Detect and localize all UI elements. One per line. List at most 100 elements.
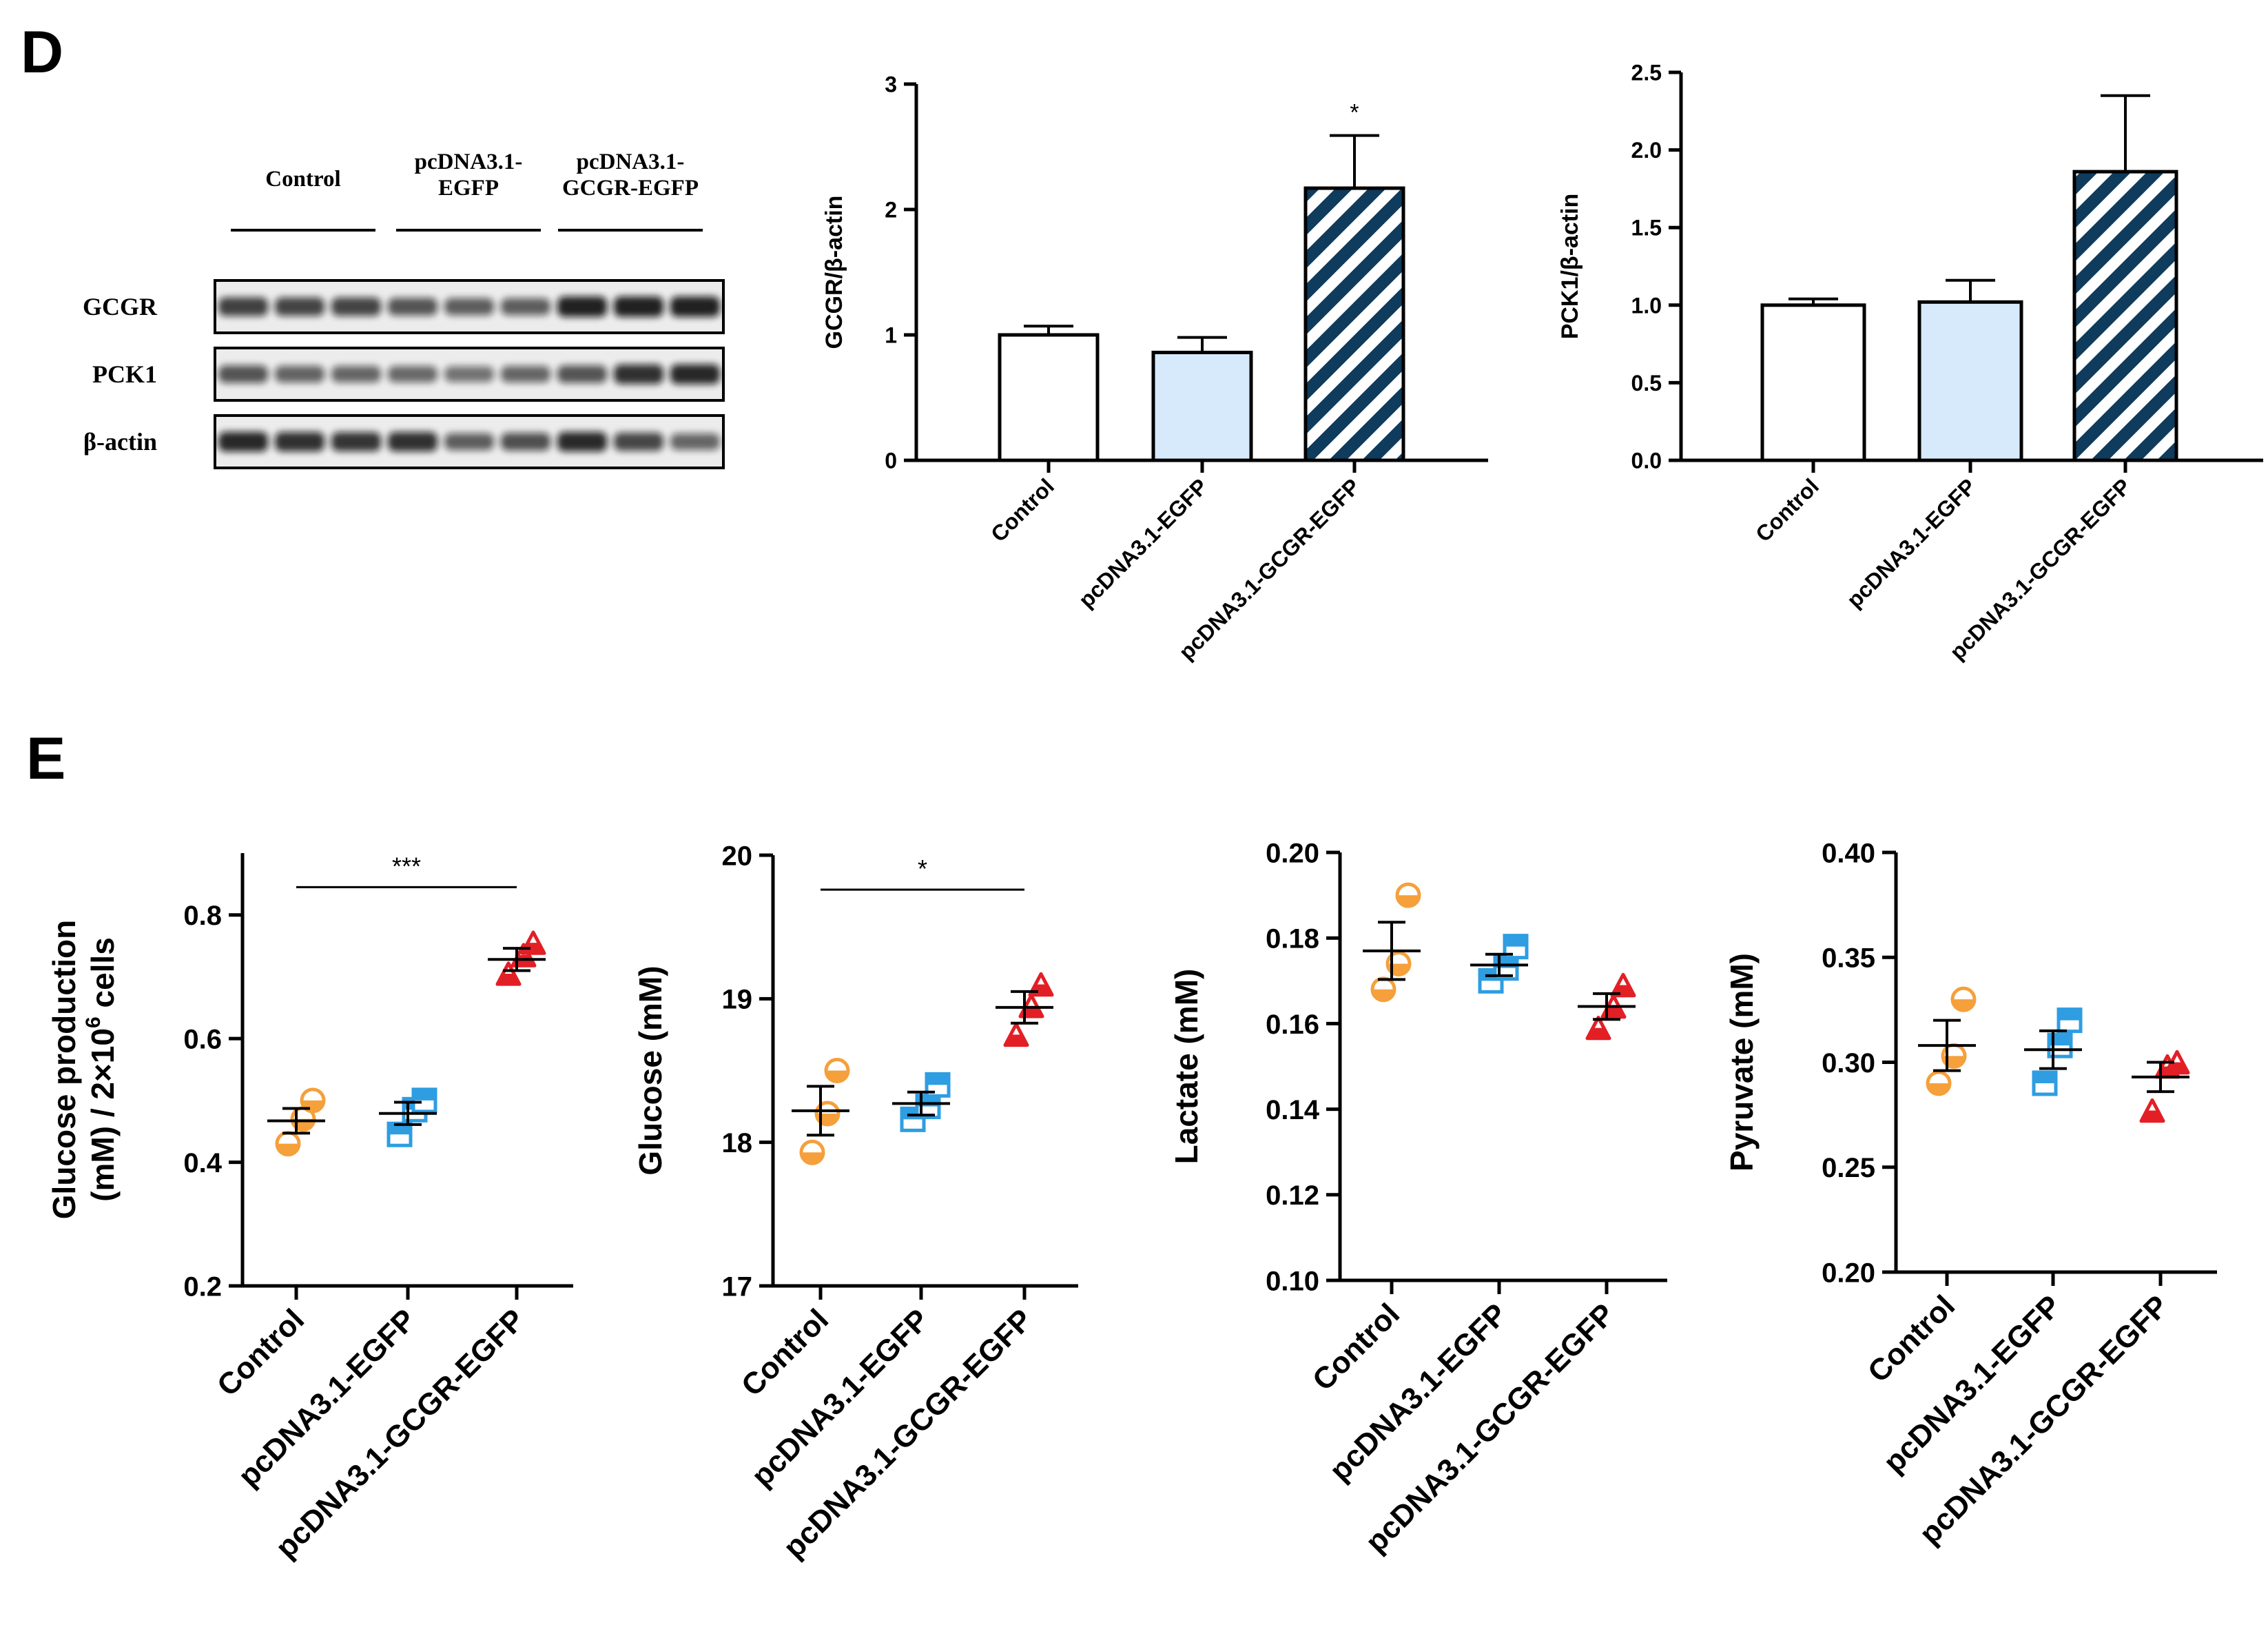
bar-0 xyxy=(998,333,1100,462)
point-triangle xyxy=(2139,1098,2165,1123)
y-tick-label: 2.5 xyxy=(1631,61,1662,85)
y-axis-label-line1: Glucose production xyxy=(46,920,82,1219)
wb-band xyxy=(387,366,438,382)
y-tick-label: 20 xyxy=(722,841,753,871)
point-square xyxy=(925,1072,951,1098)
y-axis-label: GCGR/β-actin xyxy=(821,196,847,349)
point-triangle xyxy=(1585,1015,1611,1041)
wb-group-label-0: Control xyxy=(265,167,340,192)
y-tick-label: 0.8 xyxy=(183,901,222,931)
scatter-chart-lactate: 0.10 0.12 0.14 0.16 0.18 0.20 ControlpcDNA3.1-… xyxy=(1168,838,1667,1559)
wb-band xyxy=(218,431,269,452)
wb-row-label-0: GCGR xyxy=(83,293,158,320)
wb-band xyxy=(613,296,664,317)
point-circle xyxy=(300,1087,326,1114)
point-square xyxy=(2032,1070,2058,1096)
y-tick-label: 0.2 xyxy=(183,1271,222,1302)
wb-row-label-1: PCK1 xyxy=(92,360,157,388)
y-tick-label: 0.35 xyxy=(1822,943,1875,974)
significance-marker: *** xyxy=(392,852,421,880)
scatter-chart-glucose: 17181920ControlpcDNA3.1-EGFPpcDNA3.1-GCG… xyxy=(632,841,1078,1565)
wb-group-label-1: pcDNA3.1- xyxy=(415,150,523,174)
wb-band xyxy=(613,364,664,385)
western-blot: ControlpcDNA3.1-EGFPpcDNA3.1-GCGR-EGFPGC… xyxy=(83,150,725,469)
point-circle-fill xyxy=(826,1070,848,1082)
wb-band xyxy=(387,298,438,316)
wb-band xyxy=(274,365,325,383)
wb-band xyxy=(500,298,551,316)
point-square xyxy=(900,1106,926,1132)
significance-marker: * xyxy=(1350,100,1359,126)
y-tick-label: 0.5 xyxy=(1631,371,1662,396)
y-tick-label: 19 xyxy=(722,985,753,1015)
wb-band xyxy=(670,433,721,450)
y-tick-label: 0.20 xyxy=(1822,1258,1875,1288)
wb-band xyxy=(670,364,721,385)
bar-chart-gcgr: 0 1 2 3 Control pcDNA3.1-EGFPpcDNA3.1-GCGR-EG… xyxy=(821,72,1488,664)
wb-band xyxy=(387,431,438,452)
point-square-fill xyxy=(1505,935,1527,947)
point-triangle-fill xyxy=(2166,1062,2188,1073)
point-circle-fill xyxy=(1952,999,1975,1011)
y-tick-label: 0.40 xyxy=(1822,838,1875,868)
y-tick-label: 0.12 xyxy=(1266,1180,1319,1211)
wb-band xyxy=(218,297,269,316)
wb-band xyxy=(331,297,382,316)
wb-band xyxy=(274,431,325,452)
y-axis-label: PCK1/β-actin xyxy=(1557,194,1583,340)
point-circle-fill xyxy=(1928,1083,1950,1094)
y-tick-label: 0.0 xyxy=(1631,449,1662,473)
point-circle-fill xyxy=(277,1143,299,1155)
bar-1 xyxy=(1917,300,2023,462)
x-tick-label: Control xyxy=(1862,1289,1961,1389)
point-circle xyxy=(824,1058,850,1083)
point-square xyxy=(411,1087,437,1114)
point-circle xyxy=(1926,1070,1952,1096)
x-tick-label: Control xyxy=(1751,473,1824,546)
y-tick-label: 1.5 xyxy=(1631,216,1662,241)
wb-band xyxy=(670,296,721,317)
point-triangle xyxy=(1028,972,1054,997)
point-triangle xyxy=(520,930,546,955)
point-circle-fill xyxy=(1372,989,1394,1001)
x-tick-label: Control xyxy=(211,1302,311,1402)
point-square-fill xyxy=(413,1089,435,1101)
x-tick-label: Control xyxy=(1306,1297,1406,1397)
x-tick-label: pcDNA3.1-EGFP xyxy=(1877,1289,2068,1480)
point-triangle xyxy=(1003,1022,1029,1047)
y-axis-label: Pyruvate (mM) xyxy=(1724,953,1760,1171)
wb-band xyxy=(500,366,551,382)
point-circle xyxy=(1950,986,1977,1012)
x-tick-label: Control xyxy=(735,1302,835,1402)
y-tick-label: 0.4 xyxy=(183,1148,222,1178)
point-circle xyxy=(1395,882,1421,908)
bar-2 xyxy=(2072,170,2178,462)
wb-band xyxy=(274,297,325,316)
wb-band xyxy=(444,433,495,451)
wb-group-label-2: GCGR-EGFP xyxy=(562,176,699,201)
wb-band xyxy=(557,431,608,452)
y-tick-label: 0.14 xyxy=(1266,1095,1320,1125)
x-tick-label: pcDNA3.1-GCGR-EGFP xyxy=(1174,473,1365,664)
x-tick-label: pcDNA3.1-EGFP xyxy=(1323,1297,1514,1488)
wb-band xyxy=(557,296,608,317)
bar-chart-pck1: 0.0 0.5 1.0 1.5 2.0 2.5 Control pcDNA3.1-EGFPpc… xyxy=(1557,61,2263,664)
wb-band xyxy=(331,366,382,382)
y-axis-label: Lactate (mM) xyxy=(1168,969,1204,1165)
y-tick-label: 2 xyxy=(885,198,897,223)
wb-group-label-1: EGFP xyxy=(438,176,499,201)
y-tick-label: 0.30 xyxy=(1822,1048,1875,1078)
y-tick-label: 0.20 xyxy=(1266,838,1319,868)
y-tick-label: 0.25 xyxy=(1822,1153,1875,1183)
point-triangle-fill xyxy=(497,973,519,985)
bar-2 xyxy=(1303,186,1405,462)
wb-band xyxy=(444,298,495,316)
panel-label-d: D xyxy=(21,19,63,85)
bar-0 xyxy=(1760,303,1866,462)
x-tick-label: pcDNA3.1-EGFP xyxy=(1842,473,1980,612)
x-tick-label: pcDNA3.1-GCGR-EGFP xyxy=(1945,473,2136,664)
point-circle xyxy=(275,1131,301,1157)
x-tick-label: pcDNA3.1-EGFP xyxy=(1073,473,1212,612)
scatter-chart-glucose-production: 0.20.40.60.8ControlpcDNA3.1-EGFPpcDNA3.1… xyxy=(46,852,573,1565)
